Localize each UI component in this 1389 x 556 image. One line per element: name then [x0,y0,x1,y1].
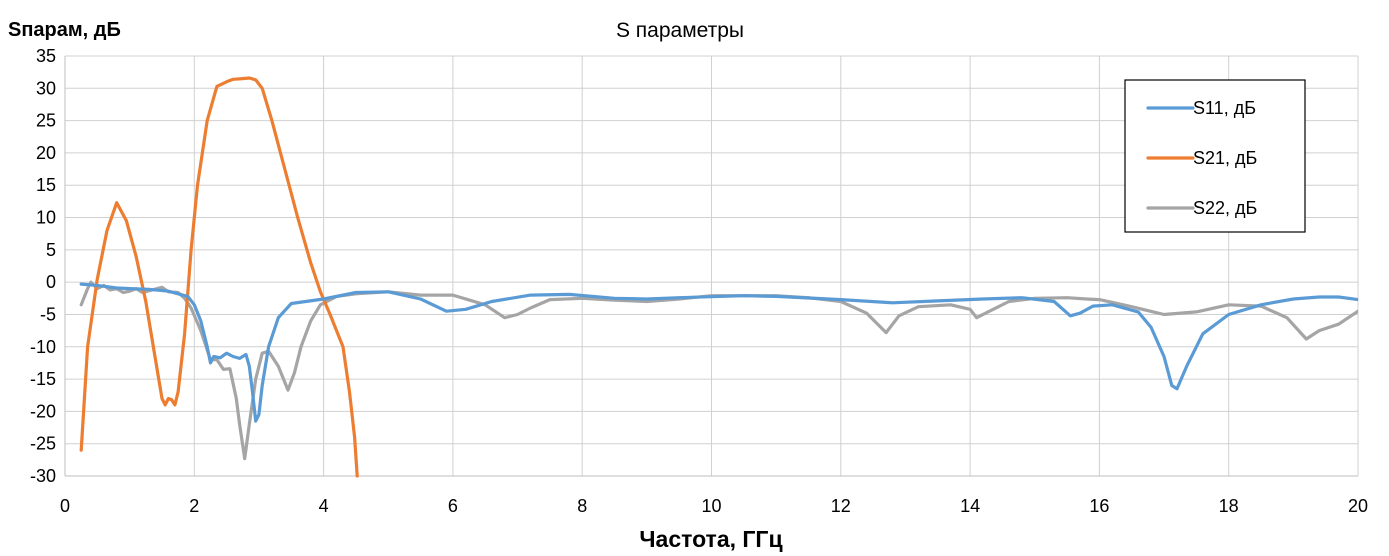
chart-title: S параметры [616,19,744,42]
x-tick-label: 8 [577,496,587,516]
y-tick-label: 10 [36,208,56,228]
y-tick-label: 0 [46,272,56,292]
series-line-1 [79,282,1358,423]
series-line-2 [79,76,359,478]
x-tick-label: 12 [831,496,851,516]
y-tick-label: -20 [30,401,56,421]
x-axis-title: Частота, ГГц [639,526,782,552]
legend-label: S22, дБ [1193,198,1257,218]
y-tick-label: -10 [30,337,56,357]
y-tick-label: -30 [30,466,56,486]
axes [64,56,1358,477]
legend-label: S11, дБ [1193,98,1256,118]
legend: S11, дБ S21, дБ S22, дБ [1124,79,1306,233]
y-tick-label: 25 [36,111,56,131]
y-tick-label: 30 [36,78,56,98]
y-tick-label: 15 [36,175,56,195]
x-tick-label: 4 [319,496,329,516]
x-tick-label: 0 [60,496,70,516]
series-lines [79,76,1358,478]
y-tick-label: -25 [30,434,56,454]
x-tick-label: 18 [1219,496,1239,516]
x-tick-label: 16 [1089,496,1109,516]
y-tick-label: 5 [46,240,56,260]
y-axis-title: Sпарам, дБ [8,19,121,41]
y-tick-label: 35 [36,46,56,66]
x-tick-label: 20 [1348,496,1368,516]
x-tick-label: 2 [189,496,199,516]
x-tick-label: 14 [960,496,980,516]
x-tick-label: 10 [701,496,721,516]
y-tick-label: -5 [40,304,56,324]
y-tick-label: 20 [36,143,56,163]
y-tick-label: -15 [30,369,56,389]
x-tick-label: 6 [448,496,458,516]
legend-label: S21, дБ [1193,148,1257,168]
